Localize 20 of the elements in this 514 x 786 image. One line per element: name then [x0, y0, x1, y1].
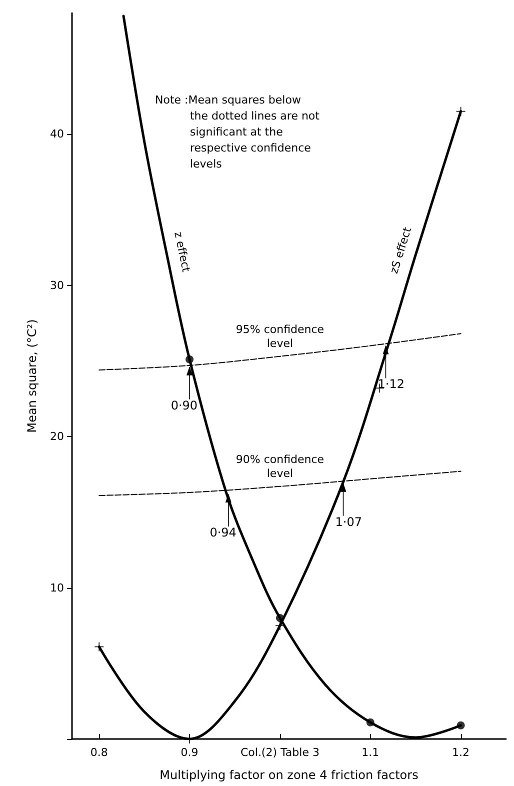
annotation: 1·12	[378, 377, 404, 392]
series-label: 90% confidence level	[236, 452, 324, 480]
x-axis-title: Multiplying factor on zone 4 friction factors	[160, 768, 418, 782]
y-axis-title: Mean square, (°C²)	[25, 319, 39, 433]
annotation: 0·90	[170, 398, 198, 412]
annotation: Note :Mean squares below the dotted lines are not significant at the respective confidence levels	[155, 94, 320, 170]
y-tick-label: 40	[50, 128, 64, 140]
annotation: 0·94	[210, 525, 236, 540]
x-tick-label: 0.9	[180, 746, 198, 759]
x-tick-label: 1.2	[452, 746, 470, 759]
y-tick-label: 30	[50, 278, 64, 292]
x-tick-label: 0.8	[90, 746, 108, 759]
text: zS effect	[387, 225, 414, 276]
y-tick-label: 20	[50, 430, 64, 443]
x-tick-label: Col.(2) Table 3	[240, 746, 320, 759]
text: z effect	[172, 230, 193, 274]
series-label: 95% confidence level	[236, 322, 324, 350]
x-tick-label: 1.1	[362, 746, 380, 759]
y-tick-label: 10	[50, 581, 64, 594]
annotation: 1·07	[335, 514, 362, 529]
